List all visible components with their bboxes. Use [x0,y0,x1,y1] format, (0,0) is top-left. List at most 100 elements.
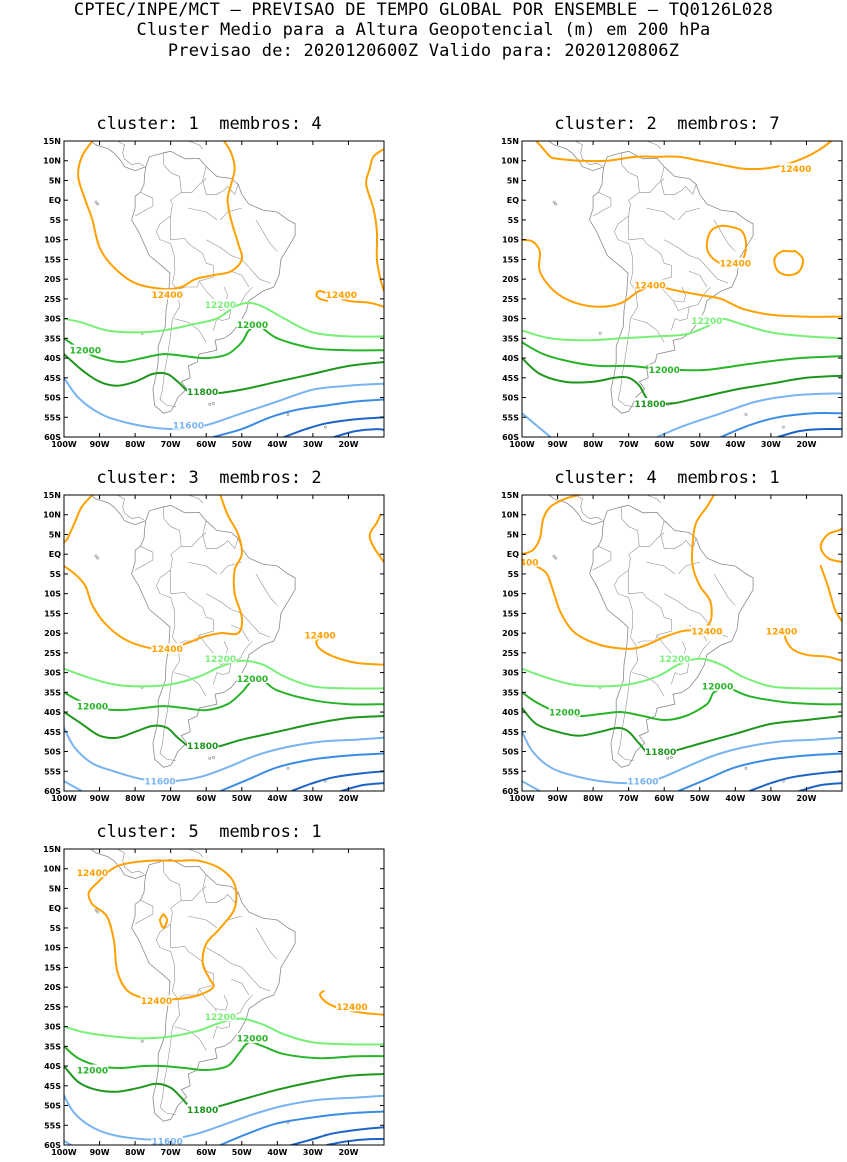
contour-11400 [219,1110,384,1145]
contour-label-bg [304,629,336,640]
coastline [90,495,146,526]
lon-tick-label: 100W [509,794,535,803]
lon-tick-label: 50W [690,794,710,803]
country-border [174,672,207,697]
contour-label-bg [151,643,183,654]
contour-map: 12400 12400 12400 12200 12000 11800 15N 10N 5N EQ… [501,137,843,449]
lon-tick-label: 40W [267,440,287,449]
map-panel-cluster-2: cluster: 2 membros: 7 12400 12400 12400 122… [487,114,847,454]
contour-11200 [290,1126,384,1145]
coastline [117,141,145,167]
lat-tick-label: 10S [44,590,61,599]
contour-label: 11600 [151,1137,182,1147]
country-border [241,613,271,638]
lat-tick-label: 60S [44,1141,61,1150]
lat-tick-label: 35S [44,1042,61,1051]
country-border [671,300,690,331]
country-border [632,672,665,697]
country-border [213,654,232,685]
lat-tick-label: 5N [49,884,61,893]
contour-12400 [368,513,384,564]
lat-tick-label: 15N [43,845,61,854]
lat-tick-label: 10N [501,157,519,166]
contour-label: 12400 [780,165,811,175]
contour-label: 11600 [173,421,204,431]
country-border [699,259,729,284]
country-border [181,178,207,193]
contour-label-bg [204,299,237,310]
contour-11800 [64,1065,384,1110]
contour-label: 11800 [645,748,676,758]
lon-tick-label: 60W [196,440,216,449]
contour-11800 [522,707,842,755]
lon-tick-label: 90W [548,794,568,803]
lat-tick-label: 60S [502,787,519,796]
island [94,908,98,912]
header-line-3: Previsao de: 2020120600Z Valido para: 20… [167,41,680,61]
map-panel-cluster-5: cluster: 5 membros: 1 12400 12400 12400 122… [29,822,389,1162]
country-border [198,988,228,1011]
lon-tick-label: 40W [725,440,745,449]
island [208,756,212,760]
lon-tick-label: 40W [267,794,287,803]
contour-12200 [522,657,842,690]
contour-label: 11800 [187,1106,218,1116]
country-border [198,280,228,303]
contour-label-bg [151,289,183,300]
lat-tick-label: 50S [44,394,61,403]
map-frame [63,848,385,1146]
lon-tick-label: 30W [761,794,781,803]
country-border [202,166,239,195]
lon-tick-label: 100W [509,440,535,449]
coastline [548,141,604,172]
coastline [589,150,754,414]
contour-label-bg [780,163,812,174]
contour-11400 [720,412,842,437]
contour-label: 12000 [237,1035,268,1045]
contour-12000 [64,678,384,712]
country-border [220,207,242,221]
lon-tick-label: 100W [51,1148,77,1157]
contour-12400 [522,238,842,318]
lat-tick-label: 40S [502,354,519,363]
lat-tick-label: 60S [44,787,61,796]
contour-map: 400 12400 12400 12200 12000 12000 11800 11600 15… [501,491,843,803]
contour-12200 [64,301,384,338]
coastline [131,150,296,414]
coastline [589,504,754,768]
country-border [134,546,154,571]
header-line-2: Cluster Medio para a Altura Geopotencial… [136,20,711,40]
lat-tick-label: 45S [502,374,519,383]
country-border [170,216,214,290]
lon-tick-label: 60W [196,794,216,803]
contour-label-bg [172,419,205,430]
contour-12000 [64,1041,384,1072]
country-border [639,532,665,547]
island [96,556,100,560]
contour-12400 [87,859,238,1001]
country-border [206,593,242,614]
lat-tick-label: 40S [44,1062,61,1071]
lat-tick-label: 35S [44,688,61,697]
country-border [255,927,278,960]
island [781,425,785,429]
country-border [206,947,242,968]
coastline [188,849,203,858]
lon-tick-label: 70W [161,1148,181,1157]
contour-label-bg [634,279,666,290]
map-plot-area: 400 12400 12400 12200 12000 12000 11800 11600 [522,495,842,791]
lat-tick-label: 15S [502,255,519,264]
lat-tick-label: 5N [507,530,519,539]
contour-label-bg [691,625,723,636]
contour-label: 12000 [549,708,580,718]
coastline [90,849,146,880]
lat-tick-label: 60S [502,433,519,442]
contour-label-bg [765,625,798,636]
coastline [548,495,604,526]
lat-tick-label: 30S [502,315,519,324]
country-border [231,978,250,996]
contour-11800 [64,353,384,396]
lon-tick-label: 90W [90,440,110,449]
lat-tick-label: EQ [507,196,519,205]
contour-label: 12400 [151,291,182,301]
